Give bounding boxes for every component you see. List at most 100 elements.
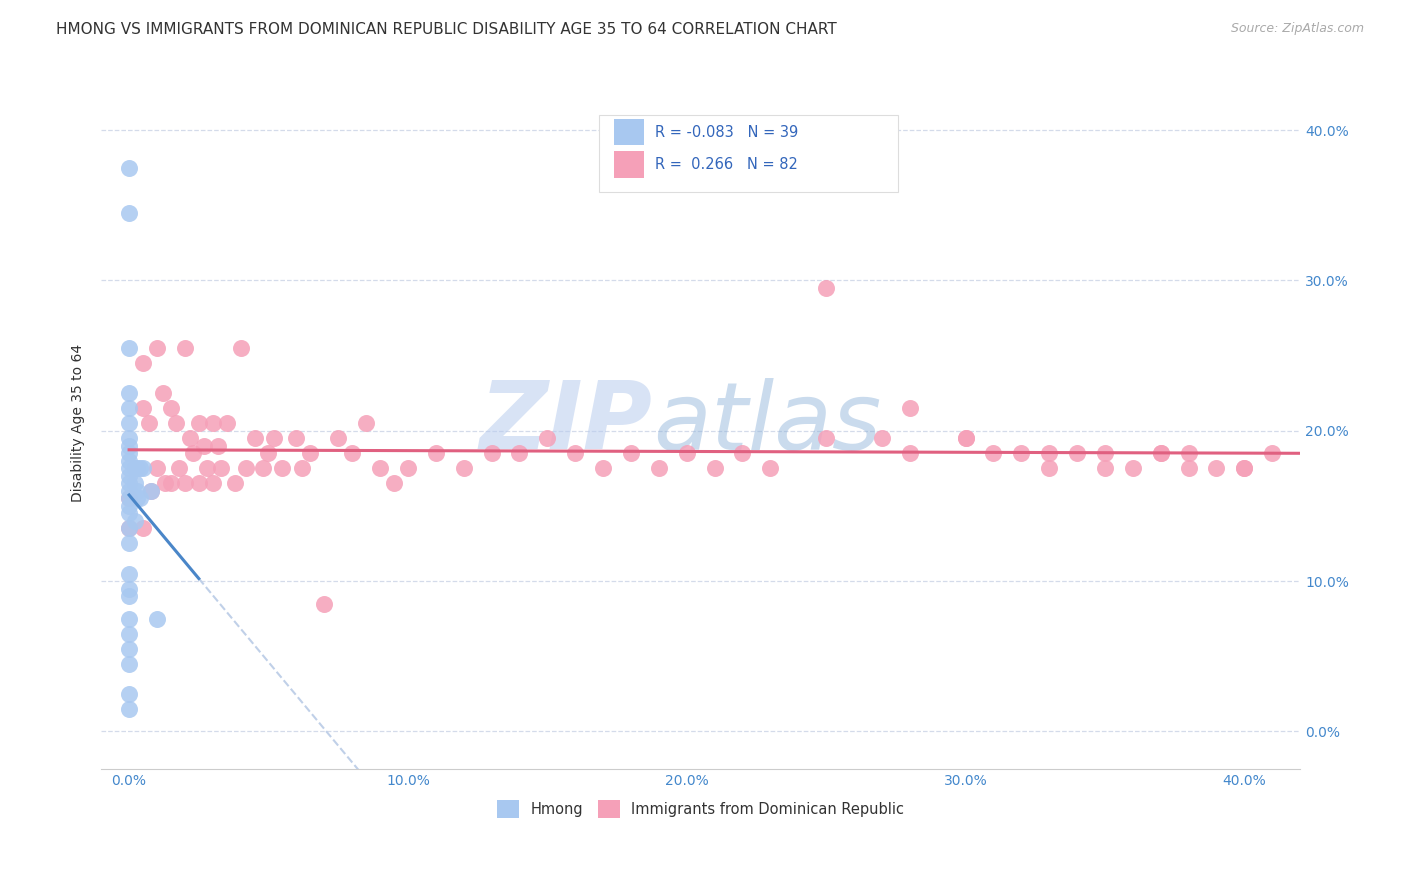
Point [592, 461, 614, 475]
Point [132, 356, 155, 370]
Point [118, 641, 141, 656]
Point [1150, 446, 1173, 460]
Point [118, 401, 141, 416]
Point [425, 446, 447, 460]
Point [118, 589, 141, 603]
Point [129, 461, 152, 475]
Point [620, 446, 643, 460]
Point [1150, 446, 1173, 460]
Point [127, 491, 149, 506]
Point [453, 461, 475, 475]
Point [138, 416, 160, 430]
Point [187, 476, 209, 491]
FancyBboxPatch shape [614, 119, 644, 145]
Point [252, 461, 274, 475]
Point [132, 461, 155, 475]
Point [481, 446, 503, 460]
Point [160, 476, 183, 491]
Point [129, 491, 152, 506]
Point [118, 521, 141, 535]
Point [118, 657, 141, 671]
Point [1010, 446, 1032, 460]
Point [1094, 446, 1116, 460]
Point [263, 431, 285, 445]
Point [124, 461, 146, 475]
Point [285, 431, 308, 445]
Point [181, 446, 204, 460]
Point [146, 341, 169, 355]
Point [898, 446, 921, 460]
Point [815, 281, 838, 295]
Point [983, 446, 1005, 460]
Point [146, 612, 169, 626]
Point [179, 431, 201, 445]
Point [118, 341, 141, 355]
Point [118, 416, 141, 430]
Y-axis label: Disability Age 35 to 64: Disability Age 35 to 64 [72, 344, 86, 502]
Point [118, 205, 141, 219]
Point [1177, 446, 1199, 460]
Point [703, 461, 725, 475]
Legend: Hmong, Immigrants from Dominican Republic: Hmong, Immigrants from Dominican Republi… [491, 795, 910, 824]
Point [648, 461, 671, 475]
Point [118, 612, 141, 626]
Point [146, 461, 169, 475]
Point [1177, 461, 1199, 475]
Point [132, 401, 155, 416]
Point [141, 483, 163, 498]
Point [815, 431, 838, 445]
Point [207, 439, 229, 453]
Point [118, 491, 141, 506]
Point [118, 626, 141, 640]
Point [382, 476, 405, 491]
Point [118, 161, 141, 175]
Point [1205, 461, 1227, 475]
Point [955, 431, 977, 445]
Point [224, 476, 246, 491]
Point [209, 461, 232, 475]
Point [127, 483, 149, 498]
Point [508, 446, 530, 460]
Point [141, 483, 163, 498]
Point [201, 416, 224, 430]
Point [118, 386, 141, 401]
Point [257, 446, 280, 460]
Point [340, 446, 363, 460]
Point [354, 416, 377, 430]
Point [328, 431, 350, 445]
FancyBboxPatch shape [599, 115, 898, 192]
Point [187, 416, 209, 430]
Point [564, 446, 586, 460]
Point [118, 582, 141, 596]
Point [271, 461, 294, 475]
Point [314, 597, 336, 611]
Point [195, 461, 218, 475]
Point [160, 401, 183, 416]
Point [1261, 446, 1284, 460]
Point [118, 461, 141, 475]
Point [118, 439, 141, 453]
Point [118, 702, 141, 716]
Point [166, 416, 188, 430]
Point [1233, 461, 1256, 475]
Point [396, 461, 419, 475]
Point [235, 461, 257, 475]
Point [118, 476, 141, 491]
Point [118, 566, 141, 581]
Point [368, 461, 391, 475]
Point [118, 499, 141, 513]
Text: ZIP: ZIP [479, 377, 652, 469]
Text: R = -0.083   N = 39: R = -0.083 N = 39 [655, 125, 799, 139]
Point [291, 461, 314, 475]
Point [201, 476, 224, 491]
Point [1066, 446, 1088, 460]
Point [118, 491, 141, 506]
Point [118, 521, 141, 535]
Point [173, 476, 195, 491]
Point [152, 386, 174, 401]
Point [536, 431, 558, 445]
Point [124, 476, 146, 491]
Point [118, 507, 141, 521]
Point [118, 431, 141, 445]
Point [955, 431, 977, 445]
